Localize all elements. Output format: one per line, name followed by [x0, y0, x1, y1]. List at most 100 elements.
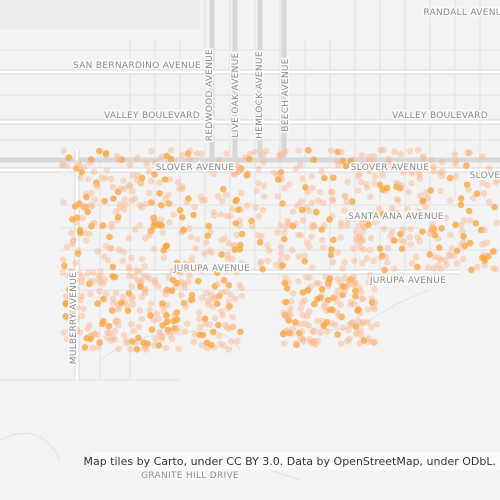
dot — [457, 201, 465, 209]
dot — [380, 225, 388, 233]
dot — [285, 314, 293, 321]
dot — [295, 320, 303, 328]
dot — [246, 155, 253, 163]
dot — [84, 325, 92, 332]
dot — [429, 221, 437, 228]
dot — [281, 235, 288, 243]
dot — [297, 231, 305, 239]
dot — [141, 262, 149, 270]
dot — [298, 206, 306, 214]
dot — [181, 284, 188, 291]
dot — [334, 249, 342, 256]
dot — [218, 251, 225, 258]
dot — [483, 239, 491, 246]
dot — [145, 189, 153, 197]
dot — [127, 346, 134, 353]
dot — [235, 206, 242, 214]
dot — [108, 337, 115, 344]
dot — [265, 247, 273, 254]
dot — [436, 169, 443, 177]
dot — [289, 290, 297, 297]
dot — [60, 147, 68, 154]
dot — [121, 195, 129, 203]
dot — [419, 228, 426, 235]
dot — [154, 282, 162, 290]
dot — [359, 223, 367, 230]
dot — [317, 329, 324, 336]
dot — [329, 258, 337, 266]
dot — [397, 230, 404, 238]
dot — [143, 160, 150, 167]
dot — [162, 344, 170, 352]
dot — [222, 191, 230, 199]
dot — [430, 265, 438, 272]
dot — [490, 248, 497, 255]
dot — [137, 283, 144, 290]
dot — [359, 228, 367, 235]
dot — [215, 321, 222, 329]
dot — [366, 193, 374, 200]
dot — [363, 184, 371, 191]
dot — [365, 335, 372, 342]
dot — [219, 311, 226, 319]
dot — [371, 211, 379, 218]
dot — [299, 311, 307, 319]
dot — [63, 335, 71, 343]
dot — [264, 242, 271, 249]
dot — [416, 238, 424, 245]
dot — [479, 241, 486, 248]
dot — [100, 317, 107, 325]
dot — [214, 293, 221, 300]
street-label: JURUPA AVENUE — [369, 276, 446, 286]
dot — [148, 199, 155, 206]
dot — [227, 291, 235, 299]
dot — [261, 193, 268, 200]
dot — [208, 249, 215, 256]
dot — [217, 340, 224, 348]
dot — [59, 162, 66, 170]
dot — [310, 328, 318, 335]
dot — [294, 202, 301, 209]
dot — [96, 147, 103, 155]
dot — [255, 165, 262, 173]
dot — [371, 305, 378, 313]
dot — [274, 193, 282, 200]
dot — [348, 198, 356, 205]
major-roads — [0, 0, 500, 380]
dot — [437, 187, 444, 195]
street-label: MULBERRY AVENUE — [69, 272, 79, 364]
dot — [137, 179, 144, 187]
dot — [225, 282, 233, 289]
dot — [319, 236, 326, 244]
dot — [352, 293, 359, 300]
dot — [60, 198, 67, 206]
dot — [468, 266, 475, 274]
dot — [371, 180, 378, 187]
dot — [65, 272, 72, 279]
dot — [213, 281, 221, 288]
dot — [491, 203, 498, 211]
street-label: SLOVE — [470, 171, 500, 181]
dot — [310, 338, 318, 345]
land-area — [0, 0, 200, 30]
dot — [231, 171, 239, 178]
dot — [355, 317, 362, 324]
dot — [320, 304, 328, 311]
dot — [226, 325, 233, 332]
dot — [108, 220, 115, 228]
dot — [171, 325, 179, 332]
dot — [465, 149, 472, 157]
dot — [256, 239, 264, 246]
dot — [351, 257, 358, 265]
dot — [204, 297, 212, 304]
dot — [358, 152, 366, 159]
dot — [389, 163, 397, 170]
dot — [211, 314, 219, 322]
dot — [393, 196, 401, 203]
dot — [419, 153, 427, 160]
dot — [175, 185, 183, 192]
dot — [211, 295, 219, 302]
dot — [95, 275, 102, 282]
dot — [283, 285, 291, 292]
dot — [79, 214, 87, 222]
